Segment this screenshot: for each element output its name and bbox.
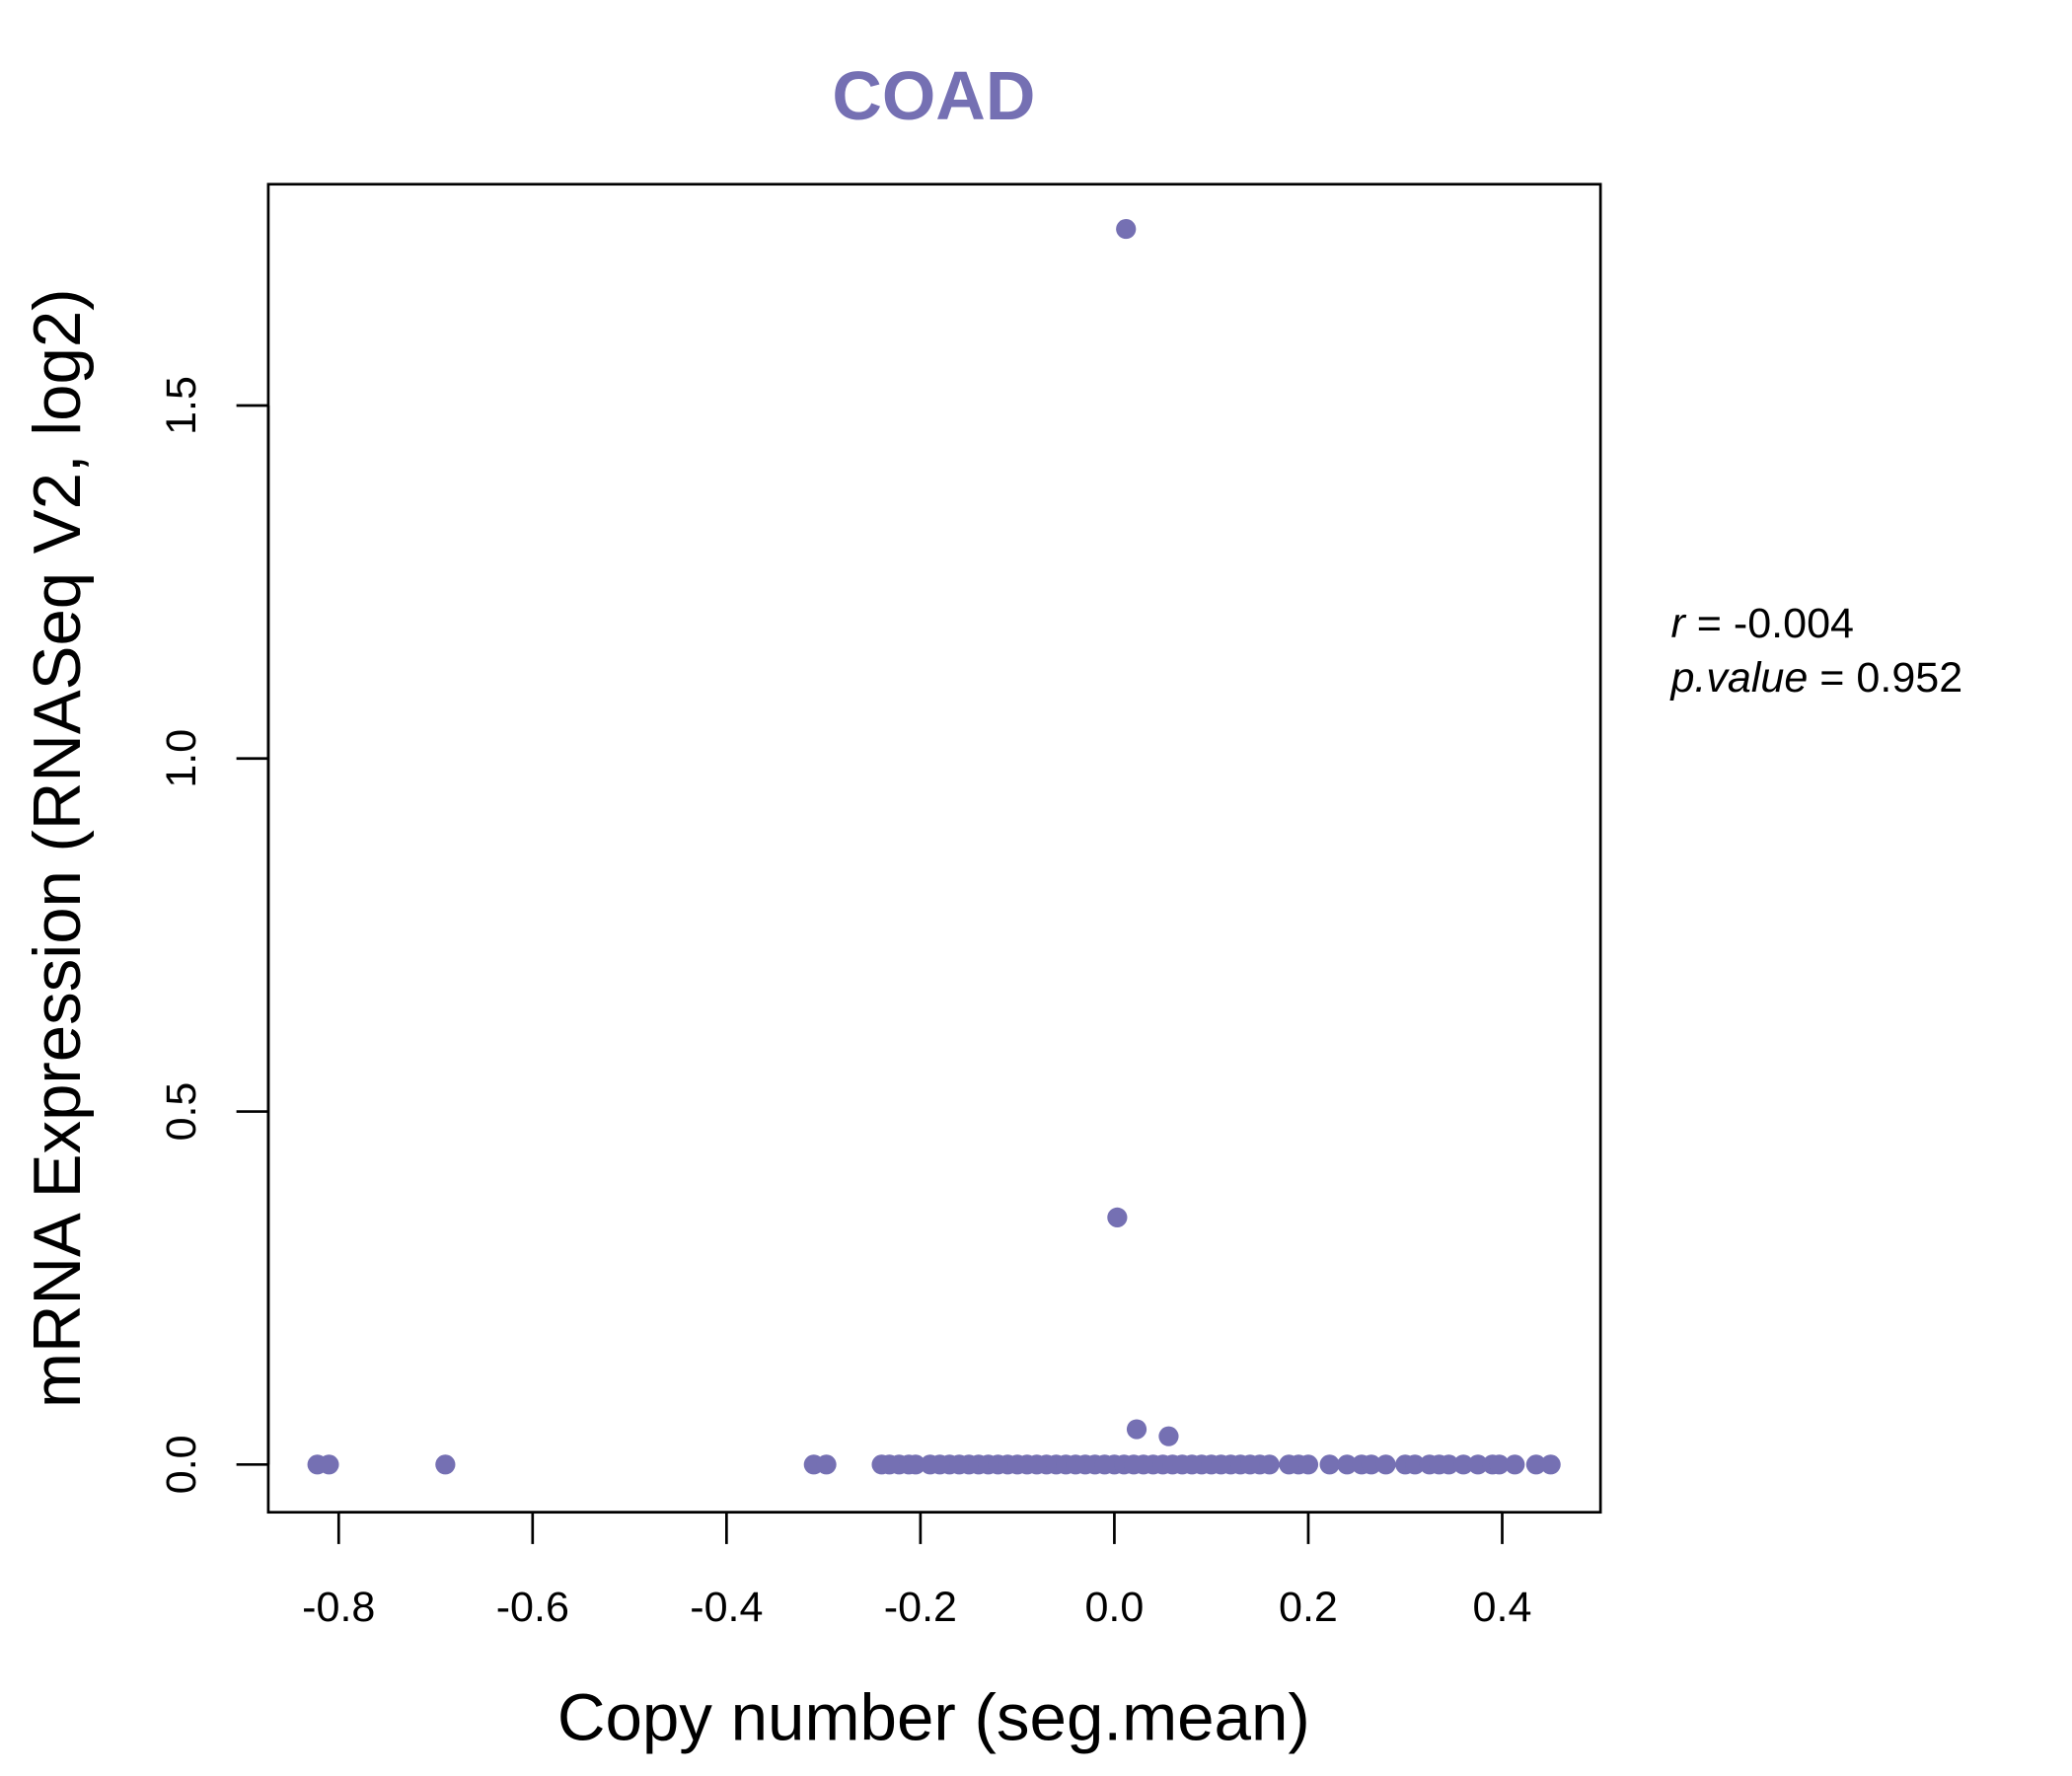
x-tick-label: 0.2 (1279, 1584, 1338, 1631)
x-axis-label: Copy number (seg.mean) (557, 1681, 1310, 1755)
data-point (1375, 1454, 1396, 1475)
x-tick-label: 0.0 (1084, 1584, 1144, 1631)
data-point (1259, 1454, 1280, 1475)
data-point (905, 1454, 926, 1475)
data-point (816, 1454, 837, 1475)
y-axis-label: mRNA Expression (RNASeq V2, log2) (21, 288, 95, 1407)
p-label: p.value (1668, 654, 1808, 702)
y-tick-label: 0.0 (158, 1435, 205, 1494)
data-point (319, 1454, 339, 1475)
x-tick-label: -0.8 (302, 1584, 375, 1631)
plot-frame (266, 183, 1602, 1515)
data-point (1116, 219, 1137, 240)
x-tick-label: -0.2 (884, 1584, 957, 1631)
data-point (1319, 1454, 1340, 1475)
data-point (1404, 1454, 1426, 1475)
data-point (1337, 1454, 1358, 1475)
x-axis: -0.8 -0.6 -0.4 -0.2 0.0 0.2 0.4 (302, 1511, 1532, 1631)
data-point (1540, 1454, 1561, 1475)
data-point (1525, 1454, 1546, 1475)
data-point (1467, 1454, 1489, 1475)
data-point (1489, 1454, 1510, 1475)
y-tick-label: 1.5 (158, 376, 205, 435)
data-point (1107, 1207, 1128, 1227)
chart-title: COAD (832, 57, 1035, 134)
p-value: 0.952 (1856, 654, 1962, 702)
r-label: r (1670, 600, 1686, 647)
x-tick-label: -0.4 (690, 1584, 763, 1631)
points-layer (307, 219, 1561, 1475)
data-point (1453, 1454, 1474, 1475)
data-point (1505, 1454, 1525, 1475)
data-point (1361, 1454, 1381, 1475)
data-point (1439, 1454, 1459, 1475)
data-point (1297, 1454, 1319, 1475)
pvalue-stat: p.value = 0.952 (1668, 654, 1962, 702)
correlation-stat: r = -0.004 (1670, 600, 1854, 647)
y-tick-label: 1.0 (158, 729, 205, 788)
x-tick-label: 0.4 (1473, 1584, 1532, 1631)
y-tick-label: 0.5 (158, 1082, 205, 1142)
data-point (1158, 1426, 1179, 1446)
x-tick-label: -0.6 (496, 1584, 569, 1631)
r-value: -0.004 (1734, 600, 1854, 647)
data-point (435, 1454, 456, 1475)
data-point (1126, 1419, 1147, 1440)
y-axis: 0.0 0.5 1.0 1.5 (158, 376, 270, 1494)
